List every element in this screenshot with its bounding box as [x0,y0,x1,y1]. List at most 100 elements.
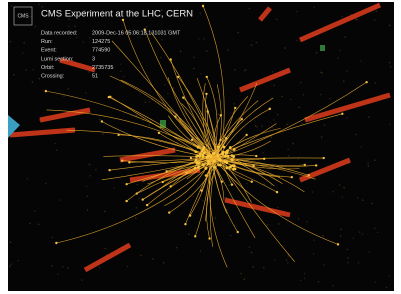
vertex-hit [219,159,222,162]
hit [230,235,232,237]
hit [287,149,289,151]
hit [329,98,331,100]
hit [10,263,12,265]
hit [137,184,139,186]
hit [360,146,362,148]
hit [54,143,56,145]
hit [74,25,76,27]
hit [371,203,373,205]
hit [288,155,290,157]
vertex-hit [217,163,220,166]
hit [321,72,323,74]
vertex-hit [207,163,210,166]
hit [375,281,377,283]
hit [204,38,206,40]
hit [286,259,288,261]
hit [255,125,257,127]
hit [355,134,357,136]
hit [246,183,248,185]
hit [312,191,314,193]
track-end [308,174,310,176]
hit [375,82,377,84]
vertex-hit [201,155,204,158]
track-end [142,198,144,200]
hit [318,281,320,283]
hit [306,221,308,223]
hit [17,260,19,262]
info-label: Crossing: [41,73,65,79]
hit [30,16,32,18]
track-end [136,192,138,194]
track-end [45,90,47,92]
info-value: 3 [92,56,95,62]
hit [273,119,275,121]
hit [173,87,175,89]
hit [321,136,323,138]
event-display: CMS CMS Experiment at the LHC, CERN Data… [0,0,401,294]
track-end [190,157,192,159]
info-label: Run: [41,39,53,45]
hit [11,5,13,7]
hit [362,233,364,235]
hit [52,237,54,239]
hit [296,40,298,42]
hit [102,133,104,135]
track-end [177,76,179,78]
track-end [225,137,227,139]
track-end [189,214,191,216]
hit [160,57,162,59]
info-value: 124275 [92,39,110,45]
hit [217,113,219,115]
info-label: Event: [41,48,57,54]
vertex-hit [204,167,207,170]
hit [347,249,349,251]
track-end [269,108,271,110]
hit [63,95,65,97]
track-end [231,183,233,185]
track-end [220,114,222,116]
track-end [234,107,236,109]
hit [298,106,300,108]
vertex-hit [202,163,205,166]
track-end [108,96,110,98]
hit [314,7,316,9]
hit [368,116,370,118]
hit [33,69,35,71]
track-end [304,164,306,166]
hit [300,280,302,282]
hit [263,267,265,269]
hit [270,137,272,139]
track-end [146,204,148,206]
hit [27,178,29,180]
hit [95,169,97,171]
hit [347,262,349,264]
vertex-hit [224,155,227,158]
hit [256,126,258,128]
info-value: 2735735 [92,65,113,71]
vertex-hit [221,153,224,156]
hit [273,85,275,87]
hit [89,37,91,39]
title: CMS Experiment at the LHC, CERN [41,9,193,20]
hit [274,259,276,261]
hit [245,69,247,71]
vertex-hit [213,160,216,163]
vertex-hit [203,151,206,154]
hit [81,279,83,281]
track-end [205,174,207,176]
hit [202,200,204,202]
hit [353,237,355,239]
hit [390,66,392,68]
vertex-hit [229,146,232,149]
hit [145,101,147,103]
hit [262,152,264,154]
track-end [205,93,207,95]
track-end [184,223,186,225]
hit [304,277,306,279]
track-end [255,155,257,157]
hit [316,52,318,54]
hit [386,287,388,289]
hit [23,42,25,44]
hit [198,38,200,40]
hit [29,222,31,224]
